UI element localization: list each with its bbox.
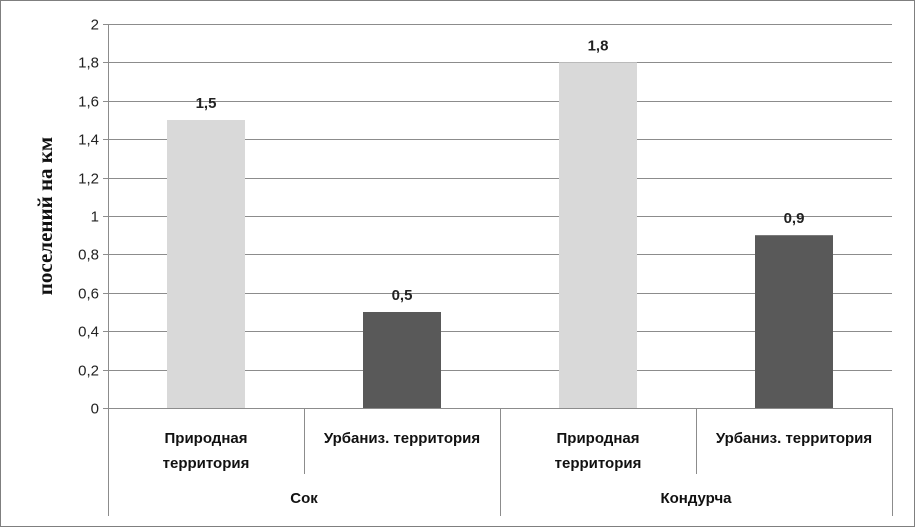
category-label: Природная bbox=[165, 430, 248, 447]
group-label: Сок bbox=[290, 490, 318, 507]
y-tick-label: 0,6 bbox=[78, 286, 99, 303]
y-tick-label: 0,8 bbox=[78, 247, 99, 264]
bar bbox=[363, 312, 441, 408]
y-tick-label: 0 bbox=[91, 401, 99, 418]
category-label: территория bbox=[555, 455, 642, 472]
category-label: Природная bbox=[557, 430, 640, 447]
y-tick-label: 0,4 bbox=[78, 324, 99, 341]
group-label: Кондурча bbox=[660, 490, 732, 507]
y-axis-label: поселений на км bbox=[33, 137, 57, 295]
bar bbox=[559, 62, 637, 409]
y-tick-label: 1,8 bbox=[78, 55, 99, 72]
category-label: территория bbox=[163, 455, 250, 472]
data-label: 0,5 bbox=[392, 287, 413, 304]
y-tick-label: 1,6 bbox=[78, 94, 99, 111]
data-label: 1,8 bbox=[588, 37, 609, 54]
data-label: 0,9 bbox=[784, 210, 805, 227]
y-tick-label: 2 bbox=[91, 17, 99, 34]
bar bbox=[755, 235, 833, 408]
y-tick-label: 1,2 bbox=[78, 171, 99, 188]
category-label: Урбаниз. территория bbox=[324, 430, 480, 447]
data-label: 1,5 bbox=[196, 95, 217, 112]
bar bbox=[167, 120, 245, 408]
y-tick-label: 0,2 bbox=[78, 363, 99, 380]
y-tick-label: 1 bbox=[91, 209, 99, 226]
category-label: Урбаниз. территория bbox=[716, 430, 872, 447]
y-tick-label: 1,4 bbox=[78, 132, 99, 149]
